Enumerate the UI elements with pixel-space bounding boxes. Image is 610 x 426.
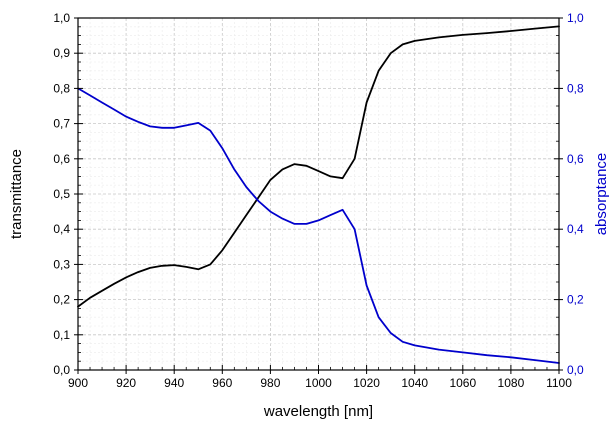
y-left-tick-label: 0,6 (53, 152, 70, 166)
y-left-tick-label: 0,8 (53, 81, 70, 95)
series-layer (77, 25, 560, 364)
x-tick-label: 1100 (546, 376, 572, 390)
x-tick-label: 1040 (401, 376, 428, 390)
x-tick-label: 1000 (305, 376, 332, 390)
y-right-tick-label: 0,8 (567, 81, 584, 95)
y-axis-left-title: transmittance (8, 149, 25, 239)
y-left-tick-label: 0,9 (53, 46, 70, 60)
y-left-tick-label: 0,0 (53, 363, 70, 377)
x-tick-label: 940 (164, 376, 184, 390)
y-left-tick-label: 0,3 (53, 257, 70, 271)
y-right-tick-label: 0,0 (567, 363, 584, 377)
x-tick-label: 980 (260, 376, 280, 390)
y-right-tick-label: 0,4 (567, 222, 584, 236)
y-right-tick-label: 0,2 (567, 293, 584, 307)
tick-labels: 900 920 940 960 980 1000 1020 1040 1060 1080 11000… (53, 11, 584, 390)
grid (77, 17, 560, 371)
y-left-tick-label: 0,4 (53, 222, 70, 236)
y-right-tick-label: 0,6 (567, 152, 584, 166)
y-right-tick-label: 1,0 (567, 11, 584, 25)
y-axis-right-title: absorptance (593, 153, 610, 236)
y-left-tick-label: 0,2 (53, 293, 70, 307)
series-line-right (77, 87, 560, 364)
y-left-tick-label: 0,7 (53, 117, 70, 131)
x-tick-label: 900 (68, 376, 88, 390)
series-line-left (77, 25, 560, 308)
y-left-tick-label: 0,1 (53, 328, 70, 342)
y-left-tick-label: 0,5 (53, 187, 70, 201)
x-tick-label: 1060 (449, 376, 476, 390)
ticks (74, 17, 563, 374)
x-axis-title: wavelength [nm] (263, 403, 373, 420)
x-tick-label: 920 (116, 376, 136, 390)
x-tick-label: 1020 (353, 376, 380, 390)
x-tick-label: 1080 (498, 376, 525, 390)
x-tick-label: 960 (212, 376, 232, 390)
y-left-tick-label: 1,0 (53, 11, 70, 25)
